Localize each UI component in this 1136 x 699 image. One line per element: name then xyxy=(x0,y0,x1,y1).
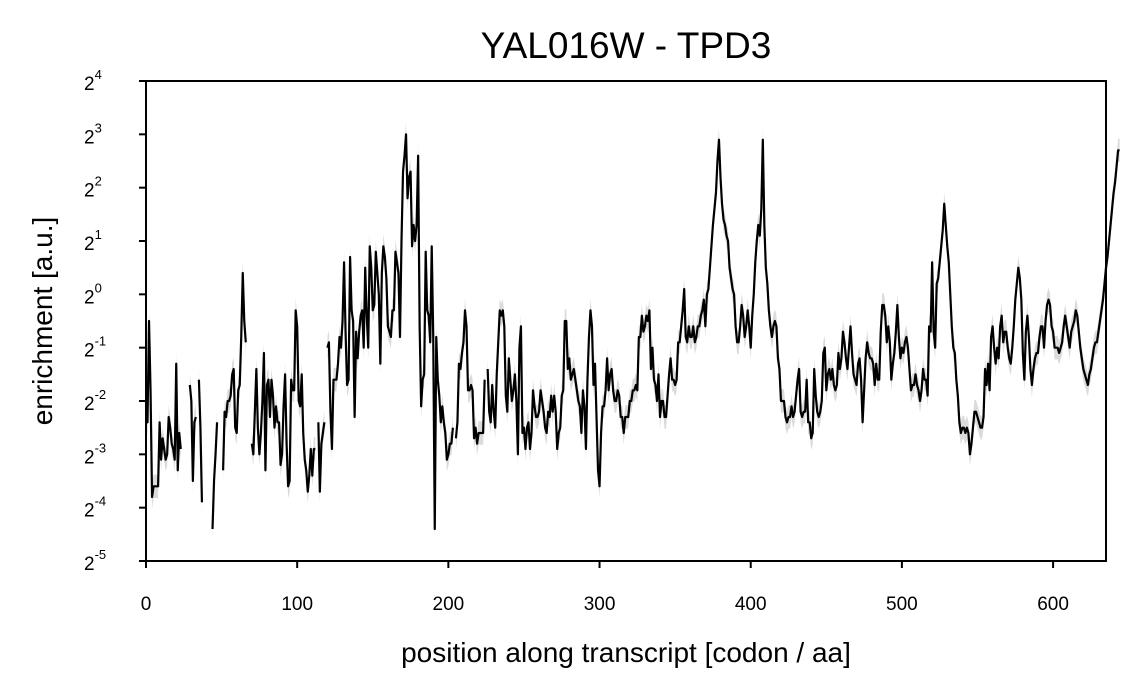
y-axis: 2-5 2-4 2-3 2-2 2-1 20 21 22 23 24 xyxy=(84,67,146,575)
x-tick-label: 500 xyxy=(886,594,918,615)
y-tick-label: 2-1 xyxy=(84,334,106,362)
x-tick-label: 400 xyxy=(735,594,767,615)
x-tick-label: 200 xyxy=(433,594,465,615)
y-tick-label: 2-3 xyxy=(84,440,106,468)
x-tick-label: 100 xyxy=(281,594,313,615)
x-axis: 0 100 200 300 400 500 600 xyxy=(141,561,1069,615)
chart-title: YAL016W - TPD3 xyxy=(481,25,772,66)
plot-area xyxy=(144,122,1120,541)
series-line-segment xyxy=(454,309,486,445)
x-axis-label: position along transcript [codon / aa] xyxy=(401,637,851,668)
y-tick-label: 2-2 xyxy=(84,387,106,415)
y-tick-label: 21 xyxy=(84,227,102,255)
series-line-segment xyxy=(250,309,316,493)
error-band xyxy=(487,127,1120,499)
x-tick-label: 0 xyxy=(141,594,152,615)
plot-frame xyxy=(145,80,1107,562)
series-line-segment xyxy=(317,422,326,493)
series-line-segment xyxy=(486,138,1120,488)
series-line-segment xyxy=(197,379,204,503)
y-tick-label: 22 xyxy=(84,174,102,202)
y-tick-label: 24 xyxy=(84,67,102,95)
y-tick-label: 23 xyxy=(84,120,102,148)
y-tick-label: 20 xyxy=(84,280,102,308)
y-tick-label: 2-5 xyxy=(84,547,106,575)
series-line-segment xyxy=(188,384,197,483)
x-tick-label: 600 xyxy=(1037,594,1069,615)
error-band xyxy=(455,298,485,456)
series-line-segment xyxy=(211,422,219,530)
x-tick-label: 300 xyxy=(584,594,616,615)
series-line-segment xyxy=(144,319,182,499)
series-line-segment xyxy=(326,133,454,531)
y-axis-label: enrichment [a.u.] xyxy=(27,217,58,426)
series-line-segment xyxy=(222,271,247,471)
y-tick-label: 2-4 xyxy=(84,494,106,522)
